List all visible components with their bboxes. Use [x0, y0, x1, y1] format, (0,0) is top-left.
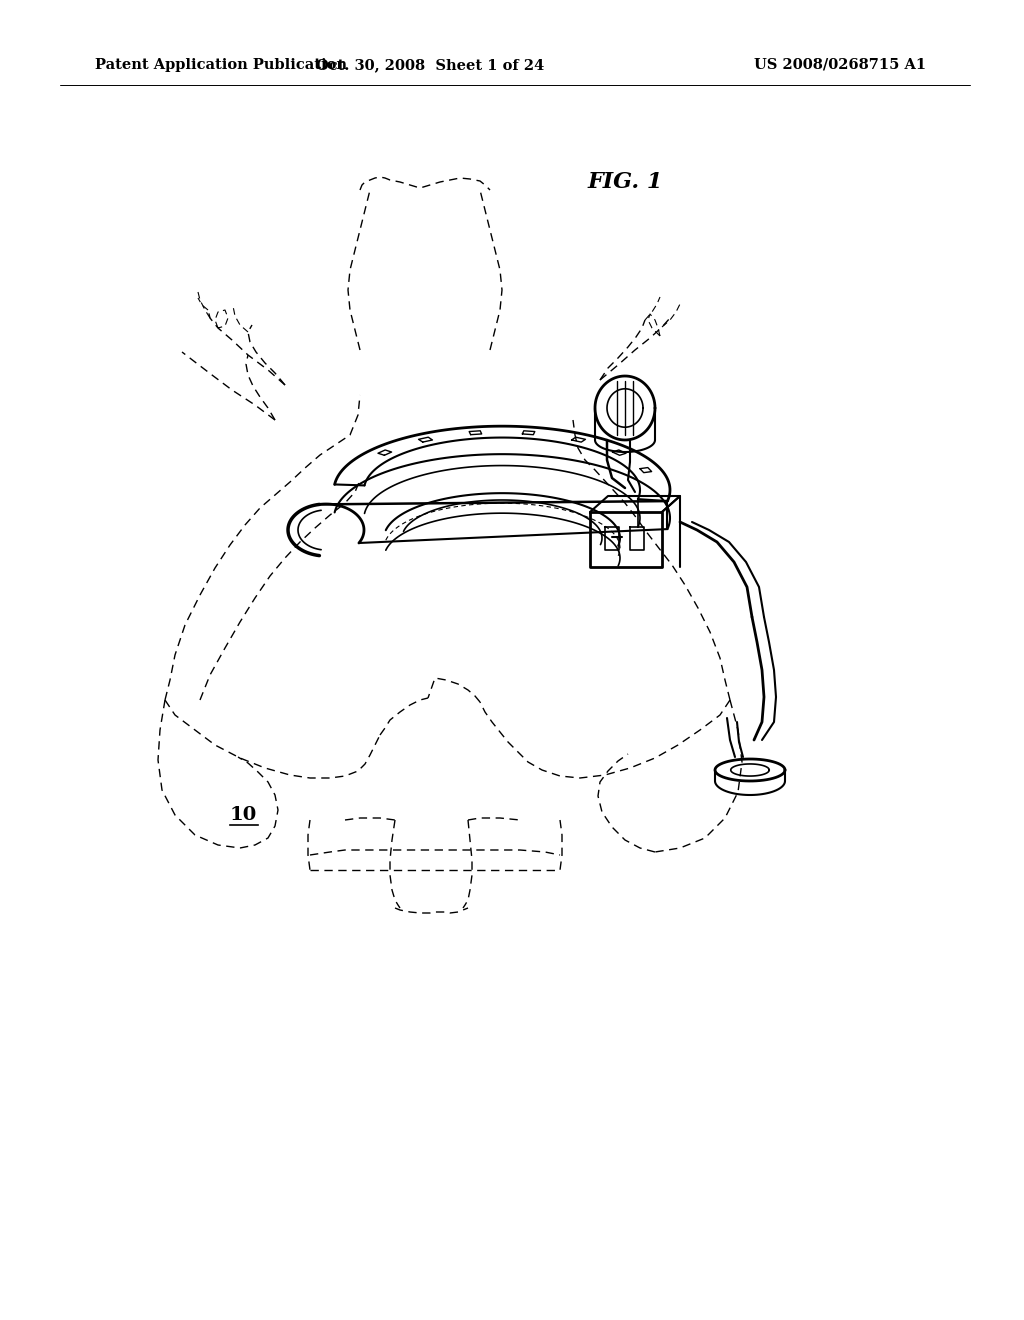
- Text: FIG. 1: FIG. 1: [588, 172, 664, 193]
- Text: 10: 10: [230, 807, 257, 824]
- Text: Patent Application Publication: Patent Application Publication: [95, 58, 347, 73]
- Text: US 2008/0268715 A1: US 2008/0268715 A1: [754, 58, 926, 73]
- Text: Oct. 30, 2008  Sheet 1 of 24: Oct. 30, 2008 Sheet 1 of 24: [315, 58, 544, 73]
